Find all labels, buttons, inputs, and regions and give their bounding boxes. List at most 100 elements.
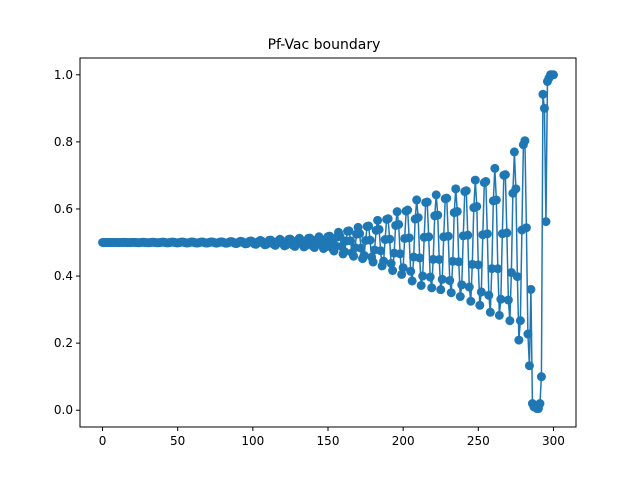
data-point [455,292,465,302]
data-point [416,280,426,290]
y-tick-label: 1.0 [54,68,73,82]
x-tick-label: 0 [99,434,107,448]
data-point [539,103,549,113]
y-tick-label: 0.4 [54,269,73,283]
data-point [445,276,455,286]
data-point [494,310,504,320]
data-point [515,316,525,326]
data-point [392,207,402,217]
data-point [512,272,522,282]
data-point [436,285,446,295]
data-point [473,260,483,270]
data-point [374,224,384,234]
data-point [406,266,416,276]
data-point [383,214,393,224]
data-point [394,219,404,229]
data-point [461,186,471,196]
data-point [427,283,437,293]
data-point [437,274,447,284]
data-point [403,205,413,215]
data-point [535,399,545,409]
data-point [388,266,398,276]
x-axis: 0 50 100 150 200 250 300 [99,427,565,448]
data-point [376,246,386,256]
data-point [464,282,474,292]
data-point [355,229,365,239]
data-point [415,253,425,263]
data-point [496,294,506,304]
y-tick-label: 0.0 [54,403,73,417]
data-point [397,269,407,279]
data-point [386,259,396,269]
series-layer [98,70,558,414]
y-axis: 0.0 0.2 0.4 0.6 0.8 1.0 [54,68,80,417]
y-tick-label: 0.2 [54,336,73,350]
data-point [340,247,350,257]
data-point [434,254,444,264]
data-point [365,235,375,245]
data-point [425,272,435,282]
data-point [523,329,533,339]
data-point [505,316,515,326]
data-point [412,195,422,205]
data-point [346,236,356,246]
data-point [433,210,443,220]
data-point [379,256,389,266]
data-point [424,232,434,242]
data-point [524,361,534,371]
data-point [502,228,512,238]
data-point [452,206,462,216]
data-point [359,250,369,260]
data-point [373,215,383,225]
x-tick-label: 300 [542,434,565,448]
data-point [520,136,530,146]
y-tick-label: 0.8 [54,135,73,149]
data-point [463,230,473,240]
data-point [413,213,423,223]
data-point [521,223,531,233]
data-point [407,276,417,286]
data-point [395,249,405,259]
data-point [457,280,467,290]
data-point [446,288,456,298]
x-tick-label: 200 [392,434,415,448]
y-tick-label: 0.6 [54,202,73,216]
data-point [500,170,510,180]
data-point [451,184,461,194]
data-point [442,193,452,203]
data-point [470,175,480,185]
data-point [368,257,378,267]
chart-title: Pf-Vac boundary [268,37,381,53]
data-point [503,295,513,305]
data-point [482,229,492,239]
data-point [349,251,359,261]
data-point [484,290,494,300]
data-point [454,257,464,267]
data-point [538,89,548,99]
data-point [493,264,503,274]
data-point [476,287,486,297]
data-point [509,147,519,157]
data-point [344,226,354,236]
data-point [541,217,551,227]
data-point [385,234,395,244]
data-point [404,233,414,243]
x-tick-label: 50 [170,434,185,448]
data-point [356,243,366,253]
data-point [548,70,558,80]
data-point [418,271,428,281]
data-point [491,195,501,205]
x-tick-label: 100 [241,434,264,448]
data-point [466,296,476,306]
data-point [431,190,441,200]
data-point [364,221,374,231]
data-point [511,184,521,194]
data-point [422,197,432,207]
data-point [485,307,495,317]
data-point [475,300,485,310]
data-point [536,372,546,382]
data-point [472,201,482,211]
data-point [526,284,536,294]
